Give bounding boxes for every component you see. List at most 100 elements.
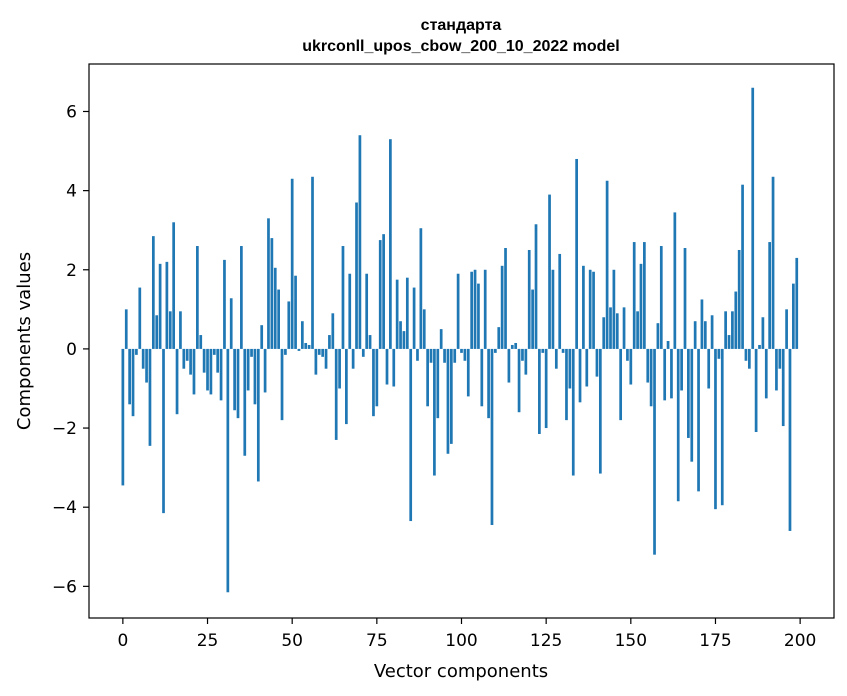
bar-99 bbox=[456, 273, 460, 349]
bar-59 bbox=[321, 348, 325, 357]
bar-61 bbox=[328, 335, 331, 349]
bar-47 bbox=[280, 348, 284, 421]
bar-75 bbox=[375, 348, 379, 407]
bar-17 bbox=[179, 311, 182, 349]
bar-195 bbox=[781, 348, 785, 427]
bar-56 bbox=[311, 176, 314, 349]
bar-85 bbox=[409, 348, 413, 522]
x-tick-label-50: 50 bbox=[281, 631, 303, 651]
y-axis-label: Components values bbox=[14, 252, 35, 430]
bar-139 bbox=[592, 271, 595, 349]
bars bbox=[121, 87, 799, 593]
bar-15 bbox=[172, 222, 176, 349]
x-tick-label-100: 100 bbox=[445, 631, 477, 651]
bar-136 bbox=[582, 265, 585, 349]
bar-34 bbox=[236, 348, 240, 419]
bar-189 bbox=[761, 317, 765, 349]
bar-21 bbox=[192, 348, 196, 395]
y-tick-label-4: 4 bbox=[66, 182, 77, 202]
bar-27 bbox=[212, 348, 216, 355]
bar-104 bbox=[473, 269, 477, 349]
y-tick-label-6: 6 bbox=[66, 102, 77, 122]
bar-124 bbox=[541, 348, 545, 353]
bar-37 bbox=[246, 348, 250, 391]
bar-133 bbox=[571, 348, 575, 476]
bar-118 bbox=[521, 348, 524, 361]
bar-39 bbox=[253, 348, 257, 405]
bar-68 bbox=[351, 348, 355, 369]
bar-70 bbox=[358, 135, 362, 349]
bar-107 bbox=[483, 269, 487, 349]
bar-160 bbox=[663, 348, 667, 401]
bar-10 bbox=[155, 315, 159, 349]
x-tick-label-125: 125 bbox=[530, 631, 562, 651]
bar-142 bbox=[602, 317, 606, 349]
bar-143 bbox=[605, 180, 609, 349]
bar-176 bbox=[717, 348, 721, 359]
bar-43 bbox=[267, 218, 270, 349]
bar-60 bbox=[324, 348, 328, 369]
bar-55 bbox=[307, 344, 311, 349]
bar-198 bbox=[792, 283, 795, 349]
bar-146 bbox=[615, 313, 619, 349]
bar-53 bbox=[300, 321, 304, 349]
bar-73 bbox=[368, 335, 372, 349]
bar-190 bbox=[764, 348, 768, 399]
x-tick-label-75: 75 bbox=[366, 631, 388, 651]
bar-16 bbox=[175, 348, 179, 415]
y-tick-label--6: −6 bbox=[52, 577, 77, 597]
bar-166 bbox=[683, 248, 687, 349]
bar-181 bbox=[734, 291, 738, 349]
bar-179 bbox=[727, 335, 731, 349]
bar-140 bbox=[595, 348, 599, 377]
bar-35 bbox=[240, 246, 243, 349]
bar-192 bbox=[771, 176, 775, 349]
bar-199 bbox=[795, 257, 799, 349]
bar-105 bbox=[477, 283, 480, 349]
bar-149 bbox=[626, 348, 629, 361]
bar-134 bbox=[575, 158, 578, 349]
bar-161 bbox=[666, 341, 670, 349]
bar-103 bbox=[470, 271, 474, 349]
x-tick-label-175: 175 bbox=[699, 631, 731, 651]
bar-152 bbox=[636, 311, 639, 349]
bar-49 bbox=[287, 301, 291, 349]
bar-106 bbox=[480, 348, 484, 407]
bar-44 bbox=[270, 238, 274, 349]
chart-subtitle: ukrconll_upos_cbow_200_10_2022 model bbox=[302, 38, 619, 55]
bar-88 bbox=[419, 228, 423, 349]
bar-155 bbox=[646, 348, 650, 383]
bar-63 bbox=[334, 348, 338, 440]
bar-172 bbox=[703, 321, 707, 349]
bar-194 bbox=[778, 348, 782, 369]
bar-89 bbox=[422, 309, 426, 349]
bar-40 bbox=[256, 348, 260, 482]
bar-170 bbox=[697, 348, 700, 492]
bar-94 bbox=[439, 329, 443, 349]
bar-65 bbox=[341, 246, 345, 349]
x-tick-label-200: 200 bbox=[784, 631, 816, 651]
bar-42 bbox=[263, 348, 267, 393]
bar-122 bbox=[534, 224, 538, 349]
y-tick-label-2: 2 bbox=[66, 261, 77, 281]
bar-180 bbox=[731, 311, 734, 349]
bar-119 bbox=[524, 348, 528, 375]
bar-80 bbox=[392, 348, 396, 387]
chart-title: стандарта bbox=[421, 17, 502, 34]
bar-165 bbox=[680, 348, 683, 391]
x-axis-label: Vector components bbox=[374, 661, 548, 682]
bar-113 bbox=[504, 248, 507, 349]
bar-130 bbox=[561, 348, 565, 353]
bar-102 bbox=[466, 348, 470, 397]
bar-74 bbox=[372, 348, 375, 417]
bar-108 bbox=[487, 348, 490, 419]
bar-9 bbox=[151, 236, 155, 349]
bar-148 bbox=[622, 307, 626, 349]
bar-41 bbox=[260, 325, 264, 349]
bar-8 bbox=[148, 348, 152, 446]
bar-23 bbox=[199, 335, 203, 349]
bar-91 bbox=[429, 348, 433, 363]
bar-6 bbox=[141, 348, 145, 369]
bar-174 bbox=[710, 315, 714, 349]
